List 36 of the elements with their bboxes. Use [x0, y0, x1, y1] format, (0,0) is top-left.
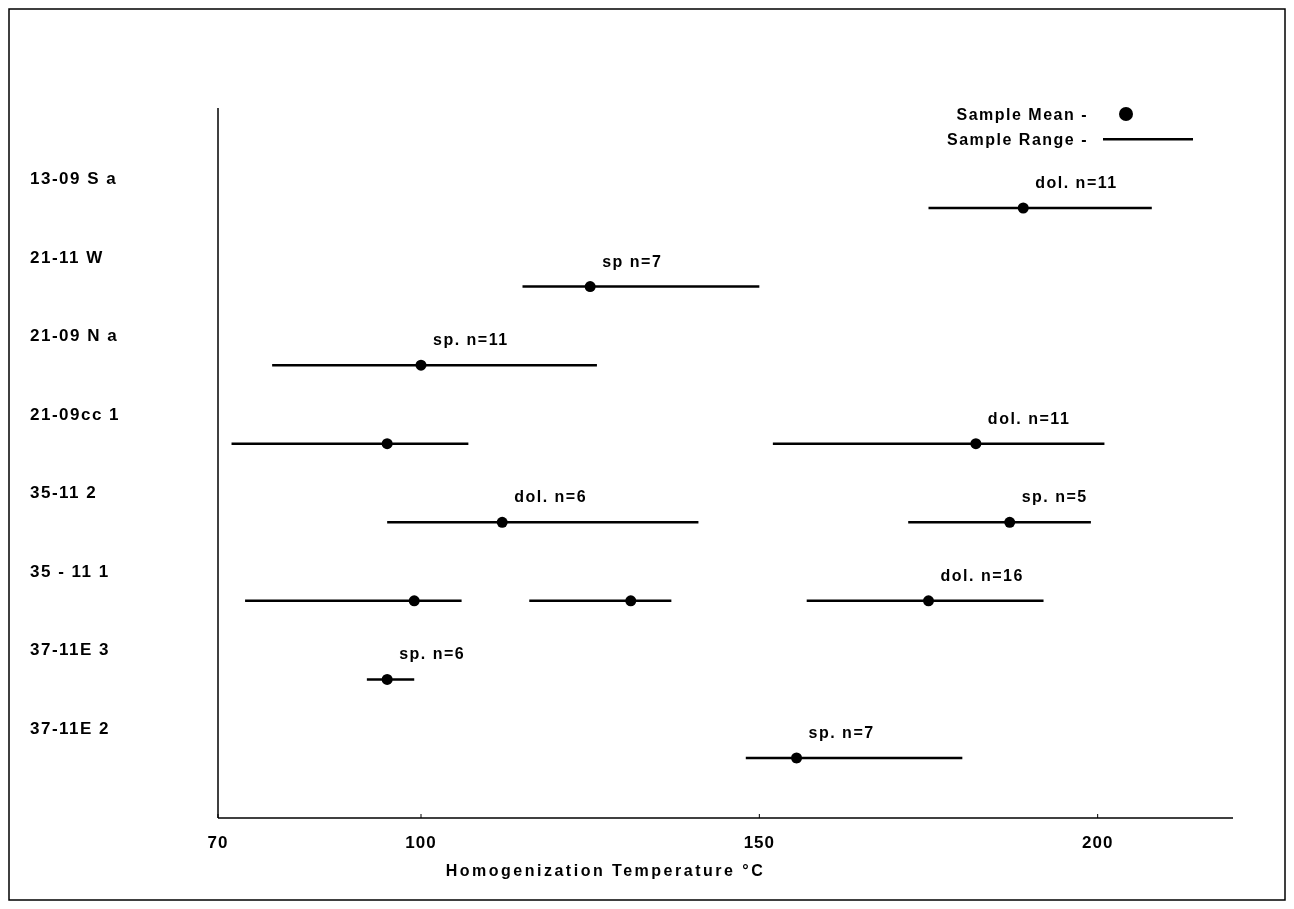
point	[625, 595, 637, 607]
y-tick-label: 35-11 2	[30, 483, 98, 503]
y-tick-label: 13-09 S a	[30, 169, 118, 188]
y-tick-label: 37-11E 3	[30, 640, 111, 660]
point	[408, 595, 420, 607]
point	[1004, 516, 1016, 528]
annotation: dol. n=16	[940, 566, 1024, 584]
annotation: Sample Range -	[946, 131, 1088, 148]
annotation: dol. n=6	[514, 488, 588, 506]
annotation: sp. n=5	[1021, 488, 1088, 506]
x-tick-label: 150	[743, 833, 776, 852]
point	[381, 673, 393, 685]
y-tick-label: 21-09 N a	[30, 326, 119, 346]
x-tick-label: 200	[1081, 833, 1114, 852]
point	[791, 752, 803, 764]
point	[923, 595, 934, 607]
point	[381, 438, 393, 450]
annotation: dol. n=11	[987, 409, 1071, 427]
point	[584, 281, 596, 293]
annotation: sp n=7	[602, 252, 663, 270]
point	[496, 516, 508, 528]
annotation: dol. n=11	[1035, 174, 1118, 191]
x-tick-label: 70	[207, 833, 229, 852]
y-tick-label: 21-11 W	[30, 247, 104, 267]
x-axis-title: Homogenization Temperature °C	[445, 862, 766, 879]
annotation: Sample Mean -	[956, 106, 1088, 123]
annotation: sp. n=7	[808, 724, 875, 741]
annotation: sp. n=11	[433, 331, 509, 349]
point	[1017, 202, 1029, 214]
annotation: sp. n=6	[399, 645, 466, 663]
y-tick-label: 21-09cc 1	[30, 404, 121, 424]
point	[415, 359, 427, 371]
x-tick-label: 100	[405, 833, 437, 852]
point	[970, 438, 982, 450]
y-tick-label: 35 - 11 1	[30, 561, 110, 581]
y-tick-label: 37-11E 2	[30, 719, 111, 738]
